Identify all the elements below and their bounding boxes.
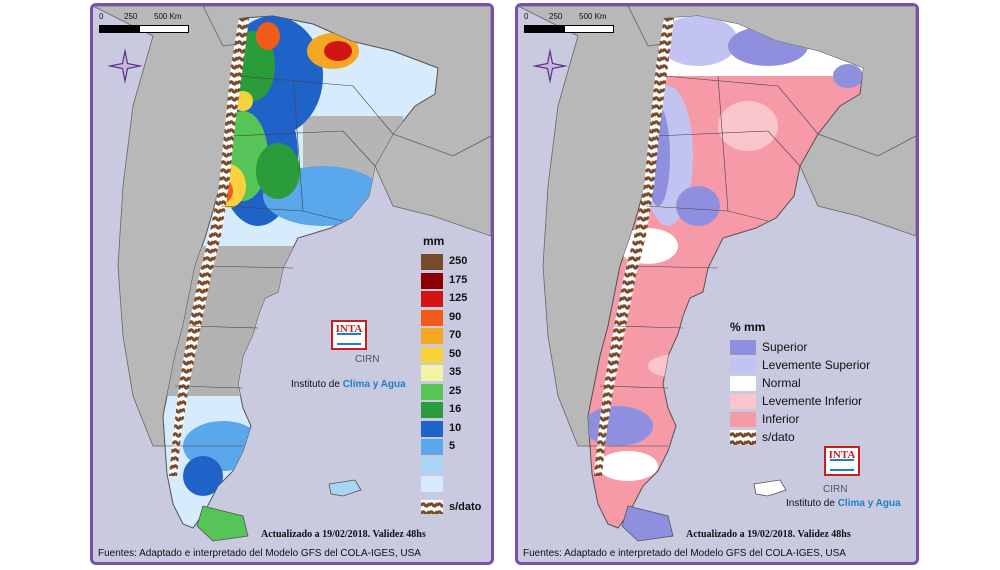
updated-note: Actualizado a 19/02/2018. Validez 48hs (686, 529, 851, 540)
legend-swatch (730, 358, 756, 373)
legend-label: 10 (449, 421, 462, 434)
cirn-label: CIRN (823, 484, 848, 495)
legend-swatch (421, 309, 443, 326)
scale-tick-0: 0 (99, 12, 104, 21)
scale-tick-250: 250 (549, 12, 563, 21)
nodata-swatch (730, 430, 756, 445)
legend-label: 5 (449, 440, 456, 452)
institute-label: Instituto de Clima y Agua (291, 379, 406, 390)
cirn-label: CIRN (355, 354, 380, 365)
legend-label: 35 (449, 366, 462, 378)
legend-swatch (421, 402, 443, 418)
scale-tick-250: 250 (124, 12, 138, 21)
scale-tick-0: 0 (524, 12, 529, 21)
legend-title-mm: mm (423, 234, 445, 248)
legend-label: Superior (762, 340, 808, 354)
scale-tick-500: 500 Km (579, 12, 607, 21)
legend-swatch (730, 340, 756, 355)
legend-swatch (421, 457, 443, 474)
legend-swatch (421, 383, 443, 400)
legend-label: 70 (449, 329, 462, 341)
precipitation-map (93, 6, 491, 542)
scale-bar: 0 250 500 Km (99, 12, 189, 38)
province-boundaries (590, 75, 819, 447)
nodata-label: s/dato (762, 430, 795, 444)
precipitation-map-panel: 0 250 500 Km mm 250 175 125 90 70 50 35 25 16 10 5… (90, 3, 494, 565)
legend-swatch (421, 476, 443, 492)
legend-swatch (421, 346, 443, 363)
anomaly-fields (588, 16, 863, 481)
legend-label: Normal (762, 376, 801, 390)
legend-label: 250 (449, 255, 468, 267)
legend-label: 90 (449, 310, 462, 323)
legend-swatch (730, 376, 756, 391)
legend-swatch (730, 412, 756, 427)
legend-label: Inferior (762, 412, 800, 426)
legend-title-percent-mm: % mm (730, 320, 766, 334)
inta-logo: INTA (824, 446, 860, 476)
legend-swatch (421, 365, 443, 381)
legend-swatch (421, 420, 443, 437)
province-boundaries (165, 75, 394, 447)
nodata-swatch (421, 500, 443, 516)
legend-swatch (421, 328, 443, 344)
scale-tick-500: 500 Km (154, 12, 182, 21)
legend-label: 25 (449, 384, 462, 397)
legend-label: 16 (449, 403, 462, 415)
scale-bar: 0 250 500 Km (524, 12, 614, 38)
malvinas-islands (328, 479, 362, 497)
inta-logo: INTA (331, 320, 367, 350)
tierra-del-fuego (621, 505, 674, 542)
legend-label: 125 (449, 292, 468, 304)
andes-nodata-strip (169, 18, 249, 476)
sources-note: Fuentes: Adaptado e interpretado del Mod… (523, 548, 846, 559)
legend-label: Levemente Inferior (762, 394, 863, 408)
tierra-del-fuego (196, 505, 249, 542)
updated-note: Actualizado a 19/02/2018. Validez 48hs (261, 529, 426, 540)
legend-label: Levemente Superior (762, 358, 871, 372)
andes-nodata-strip (594, 18, 674, 476)
legend-swatch (730, 394, 756, 409)
legend-swatch (421, 439, 443, 455)
compass-rose-icon (107, 48, 143, 84)
malvinas-islands (753, 479, 787, 497)
sources-note: Fuentes: Adaptado e interpretado del Mod… (98, 548, 421, 559)
compass-rose-icon (532, 48, 568, 84)
institute-label: Instituto de Clima y Agua (786, 498, 901, 509)
legend-label: 50 (449, 347, 462, 360)
anomaly-map (518, 6, 916, 542)
legend-swatch (421, 272, 443, 289)
legend-swatch (421, 291, 443, 307)
uruguay-brazil-territory (799, 133, 916, 237)
legend-swatch (421, 254, 443, 270)
legend-label: 175 (449, 273, 468, 286)
anomaly-map-panel: 0 250 500 Km % mm Superior Levemente Supe… (515, 3, 919, 565)
nodata-label: s/dato (449, 501, 482, 513)
uruguay-brazil-territory (374, 133, 491, 237)
